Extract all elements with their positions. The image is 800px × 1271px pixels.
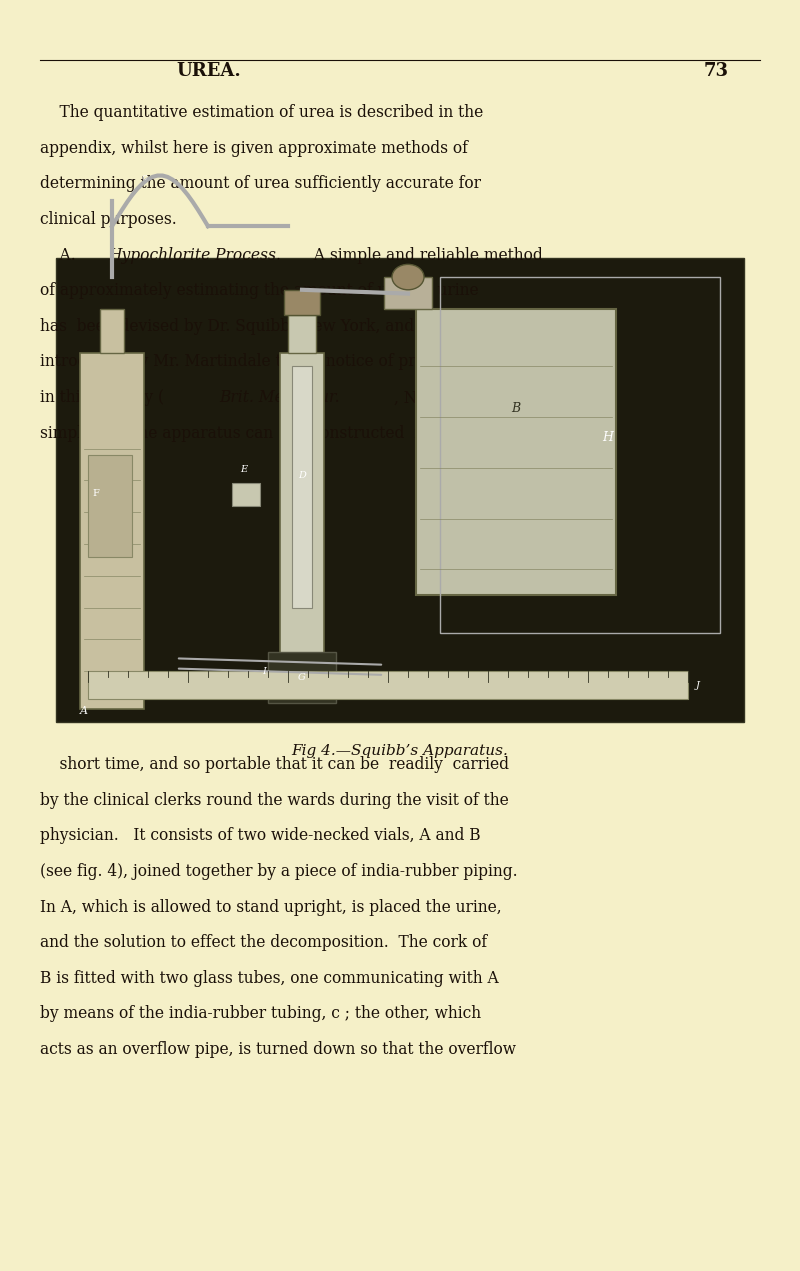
Text: clinical purposes.: clinical purposes. <box>40 211 177 228</box>
Bar <box>88 455 132 557</box>
Text: J: J <box>696 680 700 690</box>
Bar <box>232 483 260 506</box>
Text: , Nov. 1884).   It is so: , Nov. 1884). It is so <box>394 389 559 405</box>
Bar <box>88 671 688 699</box>
Text: of approximately estimating the amount of urea in urine: of approximately estimating the amount o… <box>40 282 478 299</box>
Bar <box>100 309 124 353</box>
Text: introduced by Mr. Martindale to the notice of practitioners: introduced by Mr. Martindale to the noti… <box>40 353 499 370</box>
Text: 73: 73 <box>704 62 729 80</box>
Bar <box>292 366 312 608</box>
Bar <box>284 290 320 315</box>
Text: D: D <box>298 470 306 480</box>
Bar <box>56 258 744 722</box>
Bar <box>440 277 720 633</box>
Bar <box>280 353 324 658</box>
Text: B is fitted with two glass tubes, one communicating with A: B is fitted with two glass tubes, one co… <box>40 970 498 986</box>
Bar <box>288 315 316 353</box>
Text: E: E <box>241 465 247 474</box>
Text: B: B <box>511 403 521 416</box>
Text: The quantitative estimation of urea is described in the: The quantitative estimation of urea is d… <box>40 104 483 121</box>
Text: determining the amount of urea sufficiently accurate for: determining the amount of urea sufficien… <box>40 175 481 192</box>
Text: physician.   It consists of two wide-necked vials, A and B: physician. It consists of two wide-necke… <box>40 827 481 844</box>
Bar <box>80 353 144 709</box>
Bar <box>384 277 432 309</box>
Text: (see fig. 4), joined together by a piece of india-rubber piping.: (see fig. 4), joined together by a piece… <box>40 863 518 880</box>
Text: Fig 4.—Squibb’s Apparatus.: Fig 4.—Squibb’s Apparatus. <box>291 744 509 758</box>
Text: UREA.: UREA. <box>176 62 241 80</box>
Text: In A, which is allowed to stand upright, is placed the urine,: In A, which is allowed to stand upright,… <box>40 899 502 915</box>
Text: A.: A. <box>40 247 81 263</box>
Text: simple that the apparatus can  be  constructed  in a very: simple that the apparatus can be constru… <box>40 425 482 441</box>
Bar <box>416 309 616 595</box>
Text: A: A <box>80 705 88 716</box>
Text: short time, and so portable that it can be  readily  carried: short time, and so portable that it can … <box>40 756 509 773</box>
Bar <box>268 652 336 703</box>
Text: A simple and reliable method: A simple and reliable method <box>304 247 542 263</box>
Text: I: I <box>262 666 266 676</box>
Text: by means of the india-rubber tubing, c ; the other, which: by means of the india-rubber tubing, c ;… <box>40 1005 481 1022</box>
Text: Brit. Med. Jour.: Brit. Med. Jour. <box>219 389 340 405</box>
Text: in this country (: in this country ( <box>40 389 164 405</box>
Text: has  been devised by Dr. Squibb, New York, and has been: has been devised by Dr. Squibb, New York… <box>40 318 489 334</box>
Text: F: F <box>93 488 99 498</box>
Ellipse shape <box>392 264 424 290</box>
Text: appendix, whilst here is given approximate methods of: appendix, whilst here is given approxima… <box>40 140 468 156</box>
Text: c: c <box>142 173 146 182</box>
Text: acts as an overflow pipe, is turned down so that the overflow: acts as an overflow pipe, is turned down… <box>40 1041 516 1057</box>
Text: Hypochlorite Process.: Hypochlorite Process. <box>108 247 281 263</box>
Text: G: G <box>298 672 306 683</box>
Text: H: H <box>602 431 614 444</box>
Text: by the clinical clerks round the wards during the visit of the: by the clinical clerks round the wards d… <box>40 792 509 808</box>
Text: and the solution to effect the decomposition.  The cork of: and the solution to effect the decomposi… <box>40 934 487 951</box>
